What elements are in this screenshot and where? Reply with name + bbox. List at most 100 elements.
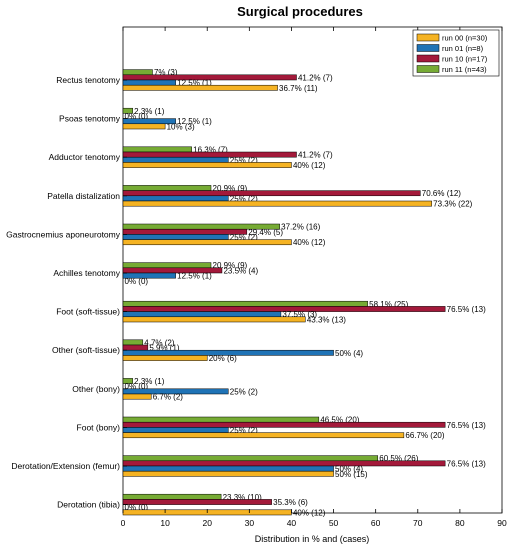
bar-run-00	[122, 393, 152, 400]
data-label: 41.2% (7)	[298, 151, 333, 160]
legend-swatch	[416, 33, 440, 42]
data-label: 58.1% (25)	[369, 300, 408, 309]
x-tick-label: 50	[329, 518, 339, 528]
legend-swatch	[416, 44, 440, 52]
data-label: 16.3% (7)	[193, 145, 228, 154]
data-label: 25% (2)	[230, 387, 258, 396]
category-label: Derotation/Extension (femur)	[11, 461, 120, 471]
legend-swatch	[416, 65, 440, 73]
bar-run-00	[122, 200, 432, 207]
category-label: Rectus tenotomy	[56, 75, 121, 85]
category-label: Patella distalization	[47, 191, 120, 201]
bar-run-00	[122, 355, 208, 361]
data-label: 40% (12)	[293, 161, 326, 170]
bar-run-11	[122, 185, 212, 191]
bar-run-00	[122, 470, 334, 477]
bar-run-11	[122, 339, 144, 346]
data-label: 2.3% (1)	[134, 107, 165, 116]
bar-run-11	[122, 107, 133, 114]
chart-title: Surgical procedures	[237, 4, 363, 19]
bar-run-10	[122, 190, 421, 197]
category-label: Psoas tenotomy	[59, 114, 121, 124]
bar-run-00	[122, 84, 278, 91]
data-label: 6.7% (2)	[153, 393, 184, 402]
bar-run-01	[122, 234, 229, 240]
bar-run-00	[122, 123, 166, 130]
data-label: 25% (2)	[230, 156, 258, 165]
legend: run 00 (n=30) run 01 (n=8)run 10 (n=17) ru…	[412, 29, 500, 77]
data-label: 36.7% (11)	[279, 84, 318, 93]
data-label: 7% (3)	[154, 68, 178, 77]
data-label: 40% (12)	[293, 508, 326, 517]
category-label: Other (soft-tissue)	[52, 345, 120, 355]
legend-entry: run 11 (n=43)	[442, 65, 487, 74]
x-tick-label: 10	[160, 518, 170, 528]
data-label: 12.5% (1)	[177, 272, 212, 281]
legend-entry: run 01 (n=8)	[442, 44, 484, 53]
bar-run-01	[122, 465, 334, 472]
data-label: 25% (2)	[230, 233, 258, 242]
bar-run-11	[122, 146, 192, 153]
category-label: Achilles tenotomy	[53, 268, 120, 278]
data-label: 50% (4)	[335, 349, 363, 358]
data-label: 76.5% (13)	[447, 421, 486, 430]
data-label: 73.3% (22)	[433, 200, 472, 209]
data-label: 41.2% (7)	[298, 73, 333, 82]
data-label: 0% (0)	[125, 382, 149, 391]
data-label: 12.5% (1)	[177, 117, 212, 126]
data-label: 20.9% (9)	[213, 261, 248, 270]
bar-run-00	[122, 239, 292, 246]
data-label: 10% (3)	[167, 122, 195, 131]
legend-entry: run 10 (n=17)	[442, 54, 488, 63]
x-tick-label: 70	[413, 518, 423, 528]
x-tick-label: 90	[497, 518, 507, 528]
bar-run-10	[122, 499, 272, 505]
bar-run-00	[122, 162, 292, 168]
bar-run-01	[122, 272, 176, 279]
legend-entry: run 00 (n=30)	[442, 33, 488, 42]
data-label: 23.5% (4)	[223, 266, 258, 275]
data-label: 50% (4)	[335, 465, 363, 474]
bar-run-10	[122, 306, 446, 312]
bar-run-01	[122, 427, 229, 433]
data-label: 0% (0)	[125, 277, 149, 286]
bar-run-01	[122, 349, 334, 356]
bar-run-00	[122, 432, 405, 439]
data-label: 25% (2)	[230, 194, 258, 203]
data-label: 66.7% (20)	[405, 431, 444, 440]
bar-run-11	[122, 493, 222, 500]
bar-run-01	[122, 195, 229, 202]
data-label: 60.5% (26)	[379, 454, 418, 463]
bar-run-00	[122, 316, 306, 323]
data-label: 35.3% (6)	[273, 498, 308, 507]
data-label: 29.4% (5)	[248, 228, 283, 237]
bar-run-01	[122, 388, 229, 395]
data-label: 5.9% (1)	[149, 344, 180, 353]
bar-run-10	[122, 421, 446, 428]
x-tick-label: 80	[455, 518, 465, 528]
bar-run-11	[122, 416, 320, 423]
bar-run-11	[122, 455, 379, 462]
category-label: Adductor tenotomy	[49, 152, 121, 162]
bar-run-11	[122, 300, 368, 307]
bar-run-10	[122, 228, 248, 235]
bar-run-10	[122, 460, 446, 467]
legend-swatch	[416, 54, 440, 63]
x-tick-label: 20	[202, 518, 212, 528]
x-axis-label: Distribution in % and (cases)	[255, 534, 370, 544]
data-label: 25% (2)	[230, 426, 258, 435]
bar-run-10	[122, 151, 297, 158]
x-axis-ticks: 0 10 20 30 40 50 60 70 80 90	[121, 27, 507, 528]
bar-run-11	[122, 69, 153, 76]
x-tick-label: 0	[121, 518, 126, 528]
data-label: 46.5% (20)	[320, 416, 359, 425]
data-label: 50% (15)	[335, 470, 368, 479]
category-label: Gastrocnemius aponeurotomy	[6, 229, 121, 239]
x-tick-label: 30	[245, 518, 255, 528]
data-label: 40% (12)	[293, 238, 326, 247]
data-label: 23.3% (10)	[223, 493, 262, 502]
data-label: 43.3% (13)	[307, 315, 346, 324]
data-label: 37.2% (16)	[281, 223, 320, 232]
category-labels: Rectus tenotomy Psoas tenotomy Adductor te…	[6, 75, 127, 510]
category-label: Foot (bony)	[77, 422, 121, 432]
